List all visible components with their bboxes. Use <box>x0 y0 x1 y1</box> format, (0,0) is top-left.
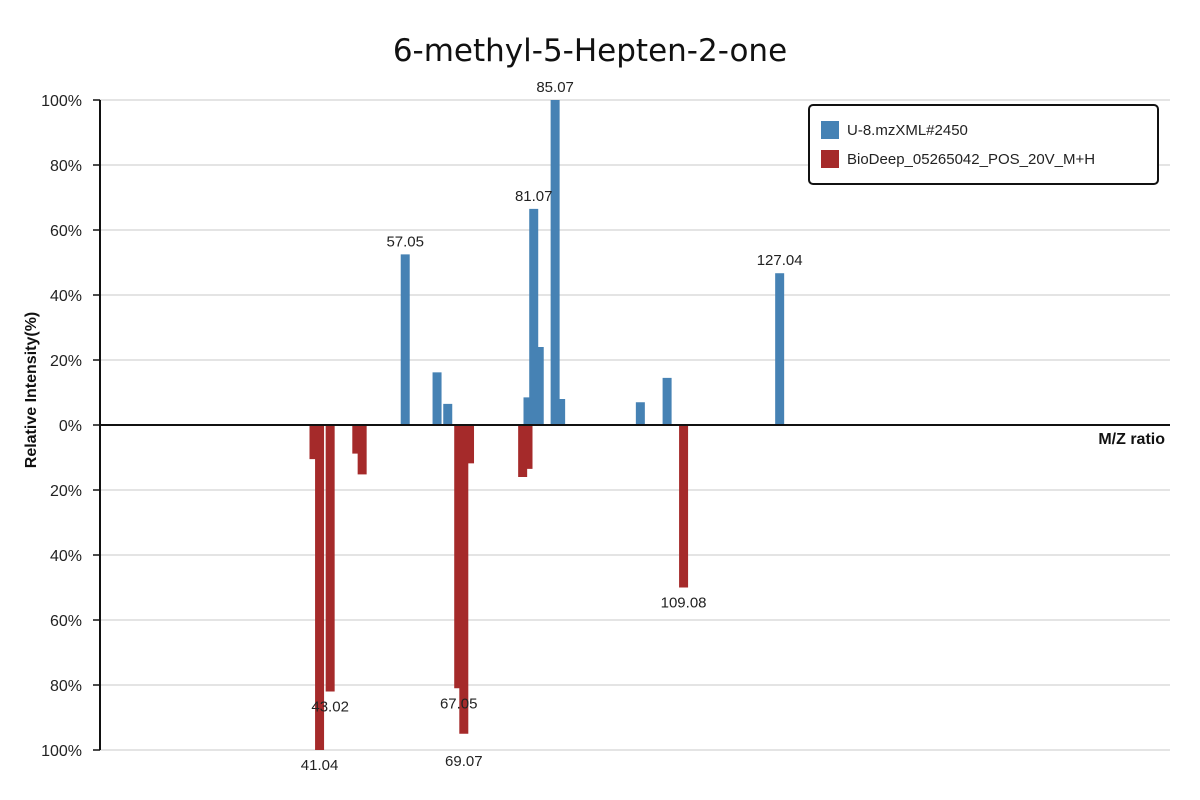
peak-bar <box>465 425 475 464</box>
y-tick-label: 40% <box>50 548 82 565</box>
peak-labels: 57.05 81.07 85.07 127.04 41.04 43.02 67.05 69.0… <box>301 79 803 774</box>
peak-label: 67.05 <box>440 695 478 712</box>
axes <box>99 100 1170 750</box>
peak-bar <box>352 425 362 454</box>
peak-bar <box>518 425 528 477</box>
peak-bar <box>523 425 533 469</box>
y-tick-label: 20% <box>50 483 82 500</box>
y-axis-title: Relative Intensity(%) <box>23 312 40 468</box>
legend-box <box>808 104 1159 185</box>
peak-bar <box>315 425 325 750</box>
legend-label-u8: U-8.mzXML#2450 <box>847 122 968 139</box>
y-tick-label: 80% <box>50 678 82 695</box>
legend: U-8.mzXML#2450 BioDeep_05265042_POS_20V_… <box>808 104 1159 185</box>
legend-swatch-u8 <box>821 121 839 139</box>
y-tick-label: 60% <box>50 613 82 630</box>
peak-bars <box>309 100 785 750</box>
peak-label: 81.07 <box>515 188 553 205</box>
peak-bar <box>635 402 645 425</box>
peak-label: 57.05 <box>386 233 424 250</box>
y-tick-label: 100% <box>41 743 82 760</box>
peak-label: 69.07 <box>445 753 483 770</box>
peak-bar <box>443 403 453 425</box>
peak-label: 127.04 <box>757 252 803 269</box>
peak-bar <box>357 425 367 475</box>
peak-label: 85.07 <box>536 79 574 96</box>
peak-label: 109.08 <box>661 595 707 612</box>
x-axis-title: M/Z ratio <box>1098 431 1165 448</box>
y-tick-label: 100% <box>41 93 82 110</box>
y-tick-label: 20% <box>50 353 82 370</box>
peak-bar <box>454 425 464 689</box>
peak-bar <box>550 100 560 425</box>
y-tick-labels: 100% 80% 60% 40% 20% 0% 20% 40% 60% 80% 100% <box>41 93 100 760</box>
peak-bar <box>309 425 319 460</box>
peak-bar <box>325 425 335 692</box>
legend-label-biodeep: BioDeep_05265042_POS_20V_M+H <box>847 151 1095 168</box>
peak-bar <box>775 273 785 425</box>
peak-bar <box>432 372 442 425</box>
y-tick-label: 0% <box>59 418 82 435</box>
peak-bar <box>529 208 539 425</box>
peak-bar <box>556 399 566 425</box>
peak-bar <box>679 425 689 588</box>
legend-swatch-biodeep <box>821 150 839 168</box>
chart-title: 6-methyl-5-Hepten-2-one <box>393 33 787 69</box>
peak-bar <box>459 425 469 734</box>
peak-bar <box>523 397 533 425</box>
y-tick-label: 40% <box>50 288 82 305</box>
peak-bar <box>662 377 672 425</box>
y-tick-label: 80% <box>50 158 82 175</box>
peak-label: 43.02 <box>311 699 349 716</box>
y-tick-label: 60% <box>50 223 82 240</box>
peak-bar <box>534 347 544 425</box>
peak-bar <box>400 254 410 425</box>
peak-label: 41.04 <box>301 757 339 774</box>
